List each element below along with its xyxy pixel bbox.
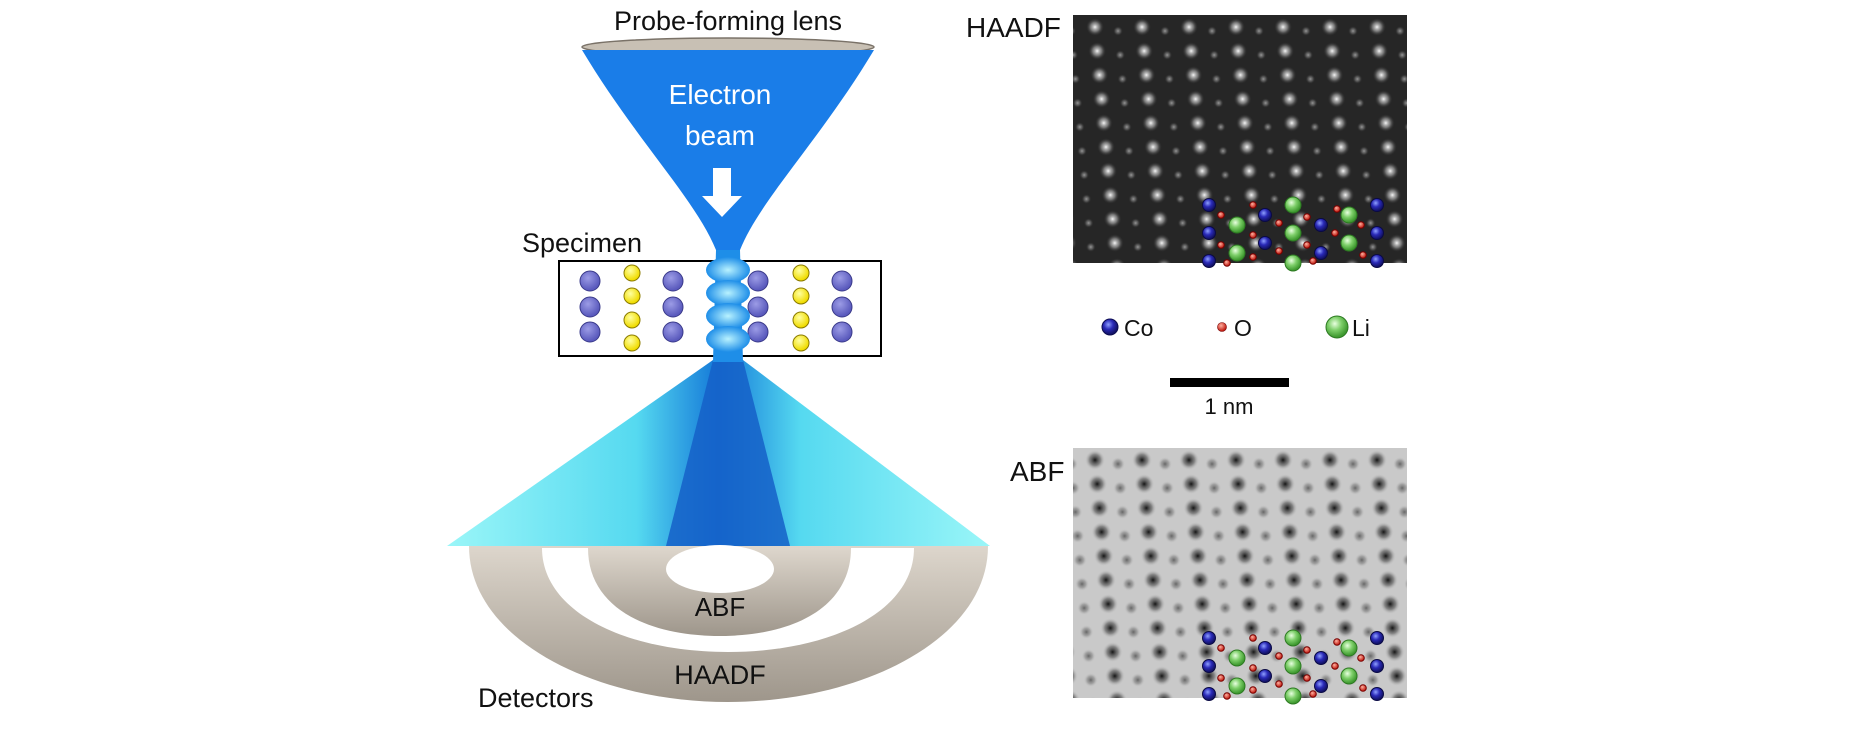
scale-bar-label: 1 nm [1205, 394, 1254, 419]
electron-beam-label-1: Electron [669, 79, 772, 110]
electron-beam [582, 50, 874, 250]
abf-image-label: ABF [1010, 456, 1064, 487]
haadf-structure-overlay [1202, 196, 1384, 272]
abf-detector-ring [588, 545, 851, 636]
haadf-detector-label: HAADF [674, 660, 766, 690]
abf-structure-overlay [1202, 629, 1384, 705]
haadf-image-label: HAADF [966, 12, 1061, 43]
haadf-atom-columns [1073, 18, 1407, 263]
probe-lens-label: Probe-forming lens [614, 6, 842, 36]
abf-atom-columns [1073, 450, 1407, 698]
specimen-label: Specimen [522, 228, 642, 258]
legend-co-label: Co [1124, 315, 1153, 341]
down-arrow-icon [702, 168, 742, 217]
legend-li-label: Li [1352, 315, 1370, 341]
abf-detector-label: ABF [695, 592, 746, 622]
legend-o-label: O [1234, 315, 1252, 341]
specimen-atoms [579, 264, 853, 352]
legend: Co O Li [1101, 315, 1370, 341]
legend-li-swatch [1325, 315, 1349, 339]
electron-beam-label-2: beam [685, 120, 755, 151]
beam-in-specimen [706, 250, 750, 362]
scale-bar [1170, 378, 1289, 387]
legend-co-swatch [1101, 318, 1119, 336]
detectors-label: Detectors [478, 683, 594, 713]
legend-o-swatch [1217, 322, 1227, 332]
